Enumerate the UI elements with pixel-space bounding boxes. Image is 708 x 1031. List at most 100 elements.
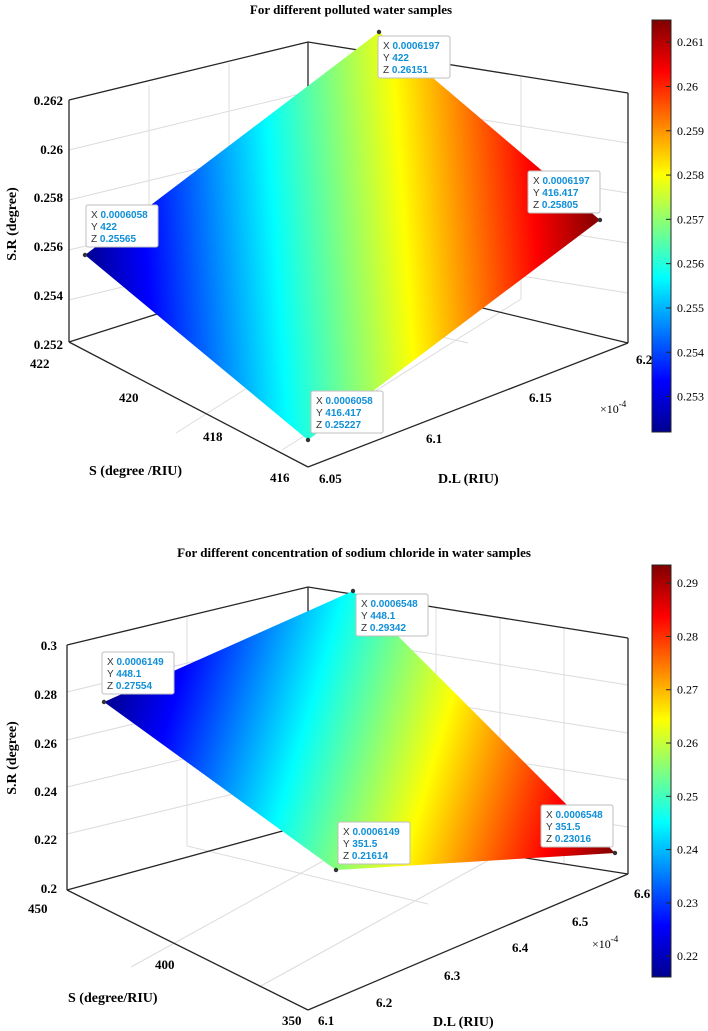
panel-sodium-chloride: 0.3 0.28 0.26 0.24 0.22 0.2 450 400 350 … [5, 545, 698, 1030]
datatip-box [101, 651, 175, 695]
datatip-z: Z 0.21614 [343, 851, 388, 862]
datatip-box [85, 204, 159, 248]
chart-title: For different polluted water samples [250, 2, 452, 17]
datatip-y: Y 422 [383, 53, 409, 64]
datatip-z: Z 0.23016 [546, 834, 591, 845]
datatip-box [355, 593, 429, 637]
z-tick: 0.254 [34, 288, 64, 303]
y-axis-label: S (degree/RIU) [68, 991, 158, 1006]
x-multiplier: ×10-4 [600, 399, 627, 416]
colorbar-tick-label: 0.256 [677, 257, 704, 271]
datatip-x: X 0.0006149 [107, 657, 164, 668]
z-tick: 0.3 [41, 638, 58, 653]
datatip-marker [82, 252, 88, 258]
datatip-marker [333, 867, 339, 873]
z-tick: 0.256 [34, 239, 64, 254]
datatip-y: Y 416.417 [533, 188, 579, 199]
chart-title: For different concentration of sodium ch… [177, 545, 531, 560]
datatip-marker [612, 850, 618, 856]
z-tick: 0.24 [34, 784, 57, 799]
z-axis-ticks: 0.262 0.26 0.258 0.256 0.254 0.252 [34, 93, 64, 352]
datatip-y: Y 351.5 [343, 839, 378, 850]
datatip-x: X 0.0006058 [91, 210, 148, 221]
z-tick: 0.252 [34, 337, 63, 352]
y-tick: 422 [30, 356, 50, 371]
colorbar-tick-label: 0.23 [677, 896, 698, 910]
z-tick: 0.28 [34, 687, 57, 702]
colorbar-tick-label: 0.29 [677, 576, 698, 590]
datatip: X 0.0006149 Y 351.5 Z 0.21614 [333, 821, 411, 873]
surface-mesh [104, 591, 615, 870]
x-tick: 6.3 [444, 968, 461, 983]
colorbar-tick-label: 0.255 [677, 301, 704, 315]
colorbar-tick-label: 0.27 [677, 683, 698, 697]
datatip-y: Y 448.1 [361, 611, 396, 622]
datatip-y: Y 448.1 [107, 669, 142, 680]
datatip-box [540, 804, 614, 848]
z-tick: 0.2 [41, 881, 57, 896]
x-tick: 6.1 [318, 1013, 334, 1028]
z-axis-label: S.R (degree) [5, 187, 20, 261]
colorbar-gradient [651, 19, 672, 433]
datatip: X 0.0006149 Y 448.1 Z 0.27554 [101, 651, 175, 705]
y-tick: 416 [270, 470, 290, 485]
datatip-x: X 0.0006149 [343, 827, 400, 838]
x-tick: 6.2 [376, 995, 392, 1010]
z-axis-ticks: 0.3 0.28 0.26 0.24 0.22 0.2 [34, 638, 57, 896]
z-tick: 0.26 [40, 142, 63, 157]
colorbar-tick-label: 0.26 [677, 736, 698, 750]
datatip-z: Z 0.25227 [316, 420, 361, 431]
z-tick: 0.262 [34, 93, 63, 108]
datatip-x: X 0.0006548 [361, 599, 418, 610]
datatip-marker [101, 699, 107, 705]
y-tick: 400 [155, 957, 175, 972]
datatip: X 0.0006058 Y 416.417 Z 0.25227 [305, 390, 384, 443]
datatip-x: X 0.0006197 [383, 41, 440, 52]
y-tick: 350 [282, 1013, 302, 1028]
colorbar-tick-label: 0.24 [677, 843, 698, 857]
x-tick: 6.2 [636, 352, 652, 367]
colorbar-tick-label: 0.26 [677, 79, 698, 93]
datatip-z: Z 0.29342 [361, 623, 406, 634]
x-multiplier: ×10-4 [592, 934, 619, 951]
x-tick: 6.6 [634, 886, 651, 901]
x-axis-ticks: 6.05 6.1 6.15 6.2 ×10-4 [319, 352, 652, 486]
datatip: X 0.0006058 Y 422 Z 0.25565 [82, 204, 159, 258]
datatip-box [337, 821, 411, 865]
datatip-marker [305, 437, 311, 443]
datatip: X 0.0006548 Y 448.1 Z 0.29342 [350, 588, 429, 637]
datatip-y: Y 422 [91, 222, 117, 233]
colorbar-gradient [651, 564, 672, 978]
datatip-x: X 0.0006197 [533, 176, 590, 187]
x-axis-label: D.L (RIU) [438, 472, 499, 487]
datatip: X 0.0006548 Y 351.5 Z 0.23016 [540, 804, 618, 856]
colorbar-tick-label: 0.28 [677, 629, 698, 643]
z-tick: 0.258 [34, 190, 64, 205]
y-axis-label: S (degree /RIU) [89, 464, 182, 479]
datatips: X 0.0006548 Y 448.1 Z 0.29342 X 0.000614… [101, 588, 618, 873]
datatip-z: Z 0.27554 [107, 681, 152, 692]
colorbar: 0.22 0.23 0.24 0.25 0.26 0.27 0.28 0.29 [651, 564, 698, 978]
colorbar-tick-label: 0.22 [677, 949, 698, 963]
datatip-marker [376, 29, 382, 35]
x-tick: 6.5 [572, 914, 589, 929]
y-tick: 420 [119, 390, 139, 405]
colorbar-tick-label: 0.257 [677, 212, 704, 226]
surface-mesh [85, 32, 600, 440]
datatip: X 0.0006197 Y 422 Z 0.26151 [376, 29, 451, 79]
colorbar-tick-label: 0.258 [677, 168, 704, 182]
datatip-z: Z 0.25565 [91, 234, 136, 245]
front-frame [66, 638, 629, 1011]
colorbar-tick-label: 0.261 [677, 35, 704, 49]
y-tick: 418 [203, 429, 223, 444]
datatip: X 0.0006197 Y 416.417 Z 0.25805 [527, 170, 603, 223]
x-axis-label: D.L (RIU) [433, 1015, 494, 1030]
datatip-y: Y 416.417 [316, 408, 362, 419]
datatip-x: X 0.0006058 [316, 396, 373, 407]
datatip-box [377, 35, 451, 79]
x-tick: 6.4 [512, 940, 529, 955]
colorbar-tick-label: 0.253 [677, 390, 704, 404]
colorbar: 0.253 0.254 0.255 0.256 0.257 0.258 0.259 0.26 0… [651, 19, 704, 433]
z-tick: 0.26 [34, 736, 57, 751]
